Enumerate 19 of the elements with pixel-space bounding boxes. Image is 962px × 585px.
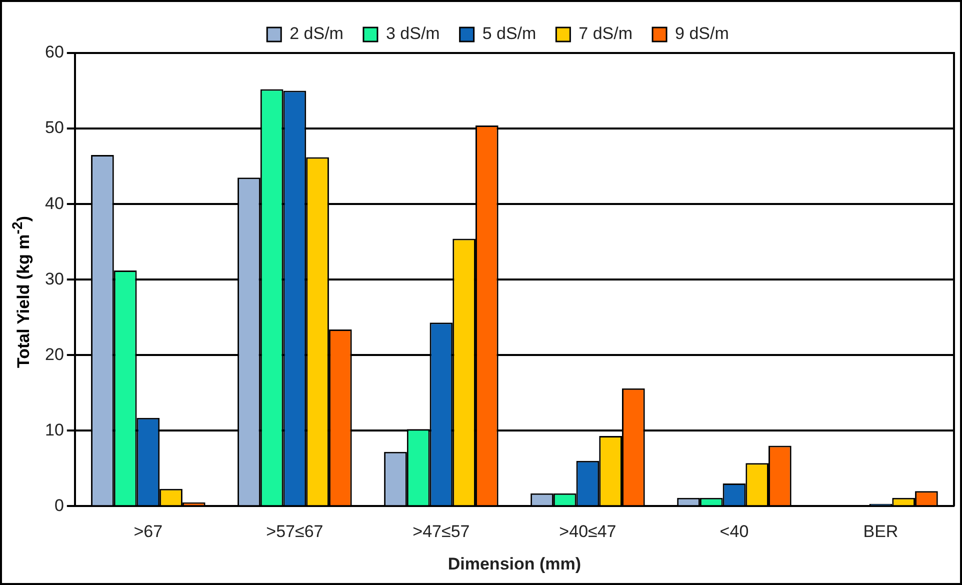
x-tick-label: >67 — [134, 522, 163, 542]
y-tick-label: 0 — [54, 496, 64, 515]
legend-label: 9 dS/m — [675, 24, 729, 44]
y-tick-label: 20 — [44, 344, 64, 364]
legend-label: 5 dS/m — [482, 24, 536, 44]
y-tick-label: 10 — [44, 420, 64, 440]
x-tick-label: BER — [863, 522, 898, 542]
y-tick-label: 40 — [44, 194, 64, 213]
legend-label: 3 dS/m — [386, 24, 440, 44]
x-axis-title: Dimension (mm) — [448, 554, 582, 574]
y-tick-label: 60 — [44, 42, 64, 62]
x-tick-label: >47≤57 — [412, 522, 470, 542]
x-tick-label: <40 — [720, 522, 749, 542]
legend-label: 7 dS/m — [578, 24, 633, 44]
y-tick-label: 50 — [44, 118, 64, 138]
x-tick-label: >57≤67 — [266, 522, 324, 542]
legend-label: 2 dS/m — [290, 24, 344, 44]
y-tick-label: 30 — [44, 269, 64, 288]
x-tick-label: >40≤47 — [559, 522, 616, 542]
